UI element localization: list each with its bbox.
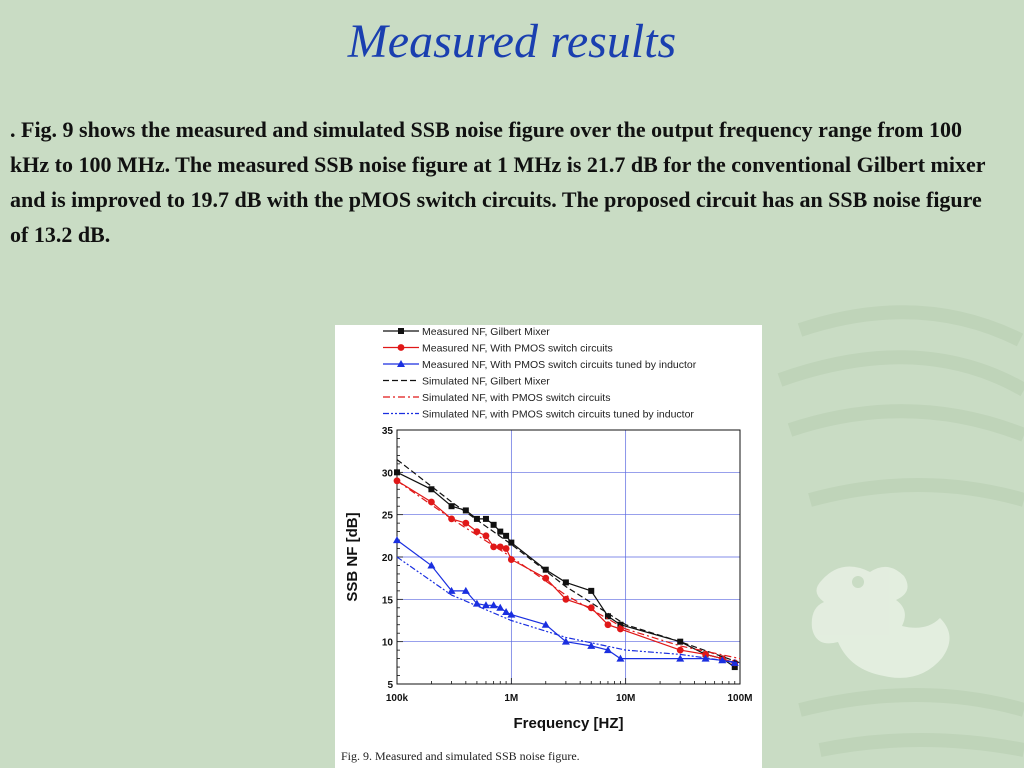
data-point	[496, 603, 505, 611]
y-tick-label: 20	[382, 553, 394, 564]
y-tick-label: 5	[387, 680, 393, 691]
data-point	[472, 599, 481, 607]
data-point	[718, 656, 727, 664]
data-point	[503, 532, 510, 539]
body-paragraph: . Fig. 9 shows the measured and simulate…	[10, 112, 1000, 252]
legend-marker	[397, 344, 405, 351]
legend-entry-2: Measured NF, With PMOS switch circuits	[383, 343, 613, 355]
data-point	[490, 521, 497, 528]
data-point	[481, 601, 490, 609]
slide-title: Measured results	[347, 15, 677, 68]
y-axis-title: SSB NF [dB]	[344, 512, 361, 601]
chart-series	[393, 459, 741, 671]
data-point	[731, 664, 738, 671]
series-6	[396, 556, 741, 664]
legend-entry-6: Simulated NF, with PMOS switch circuits …	[383, 409, 694, 421]
data-point	[496, 543, 504, 551]
legend-label: Measured NF, With PMOS switch circuits	[422, 343, 613, 355]
data-point	[427, 561, 436, 569]
figure-panel: Measured NF, Gilbert Mixer Measured NF, W…	[335, 325, 762, 768]
data-point	[473, 515, 480, 522]
series-line	[396, 459, 741, 664]
data-point	[604, 621, 612, 629]
chart-labels: 5 10 15 20 25 30 35 100k 1M 10M 100M Frequency [HZ]…	[344, 426, 753, 732]
data-point	[562, 595, 570, 603]
y-tick-label: 25	[382, 511, 394, 522]
data-point	[393, 536, 401, 544]
series-4	[396, 459, 741, 664]
x-tick-label: 100M	[727, 693, 752, 704]
x-tick-label: 1M	[504, 693, 518, 704]
data-point	[462, 507, 469, 514]
series-3	[393, 536, 739, 666]
x-tick-label: 100k	[386, 693, 409, 704]
series-line	[396, 556, 741, 664]
legend-entry-4: Simulated NF, Gilbert Mixer	[383, 376, 550, 388]
data-point	[490, 543, 498, 551]
data-point	[604, 613, 611, 620]
data-point	[502, 608, 511, 616]
series-2	[393, 477, 739, 667]
data-point	[502, 545, 510, 552]
x-axis-title: Frequency [HZ]	[513, 715, 623, 732]
data-point	[587, 641, 596, 649]
data-point	[617, 625, 624, 633]
series-line	[396, 480, 735, 664]
decorative-dragon-background	[777, 305, 1024, 757]
data-point	[617, 621, 624, 628]
legend-label: Measured NF, Gilbert Mixer	[422, 326, 550, 338]
data-point	[588, 587, 595, 594]
data-point	[482, 532, 490, 540]
data-point	[616, 654, 625, 662]
data-point	[587, 604, 595, 612]
paragraph-text: Fig. 9 shows the measured and simulated …	[10, 117, 986, 247]
data-point	[541, 620, 550, 628]
data-point	[603, 646, 612, 654]
data-point	[489, 601, 498, 609]
legend-entry-5: Simulated NF, with PMOS switch circuits	[383, 392, 610, 404]
data-point	[497, 528, 504, 535]
data-point	[730, 658, 739, 666]
x-tick-label: 10M	[616, 693, 635, 704]
data-point	[542, 574, 550, 582]
legend-label: Simulated NF, Gilbert Mixer	[422, 376, 550, 388]
data-point	[462, 519, 470, 527]
data-point	[448, 503, 455, 510]
data-point	[482, 515, 489, 522]
data-point	[394, 469, 400, 476]
data-point	[428, 486, 435, 493]
data-point	[542, 566, 549, 573]
paragraph-bullet: .	[10, 117, 16, 142]
data-point	[676, 654, 685, 662]
legend-marker	[398, 328, 404, 334]
data-point	[428, 498, 435, 506]
legend-entry-3: Measured NF, With PMOS switch circuits t…	[383, 359, 697, 371]
legend-label: Measured NF, With PMOS switch circuits t…	[422, 359, 697, 371]
data-point	[562, 579, 569, 586]
chart-legend: Measured NF, Gilbert Mixer Measured NF, W…	[383, 326, 697, 421]
legend-label: Simulated NF, with PMOS switch circuits …	[422, 409, 694, 421]
y-tick-label: 30	[382, 468, 394, 479]
legend-entry-1: Measured NF, Gilbert Mixer	[383, 326, 550, 338]
data-point	[461, 586, 470, 594]
data-point	[508, 539, 515, 546]
series-5	[396, 480, 741, 660]
series-line	[396, 480, 741, 660]
legend-marker	[397, 360, 405, 367]
data-point	[447, 586, 456, 594]
data-point	[561, 637, 570, 645]
data-point	[676, 646, 684, 654]
noise-figure-chart: Measured NF, Gilbert Mixer Measured NF, W…	[344, 326, 753, 732]
y-tick-label: 35	[382, 426, 394, 437]
data-point	[677, 638, 684, 645]
figure-caption: Fig. 9. Measured and simulated SSB noise…	[341, 749, 580, 763]
data-point	[507, 610, 516, 618]
y-tick-label: 15	[382, 595, 394, 606]
data-point	[701, 654, 710, 662]
data-point	[702, 650, 709, 658]
legend-label: Simulated NF, with PMOS switch circuits	[422, 392, 610, 404]
y-tick-label: 10	[382, 638, 394, 649]
